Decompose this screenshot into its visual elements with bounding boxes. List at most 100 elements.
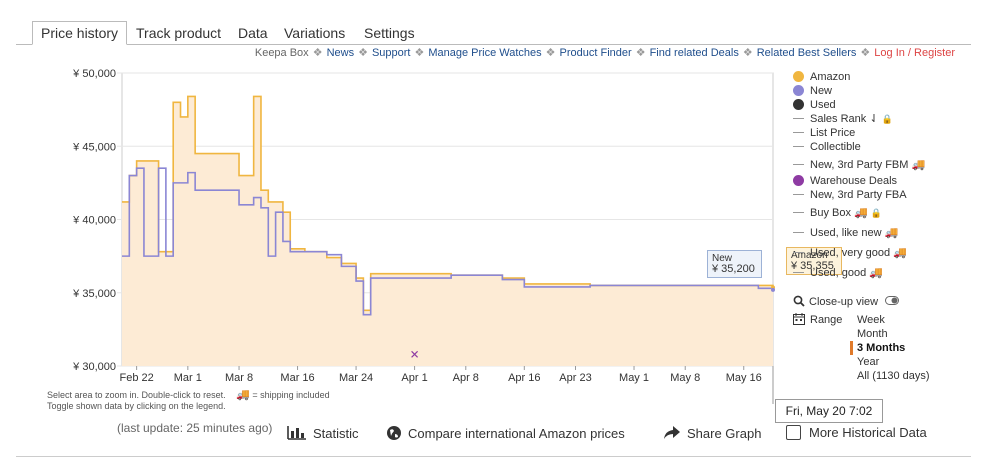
legend-sales-rank[interactable]: Sales Rank ⇃ 🔒 (793, 112, 893, 126)
truck-icon: 🚚 (854, 207, 868, 219)
chart-fills (122, 96, 773, 366)
legend-used-good-label: Used, good (810, 267, 867, 279)
toggle-switch-icon[interactable] (885, 296, 900, 305)
bottom-divider (16, 456, 971, 457)
legend-new-fba-label: New, 3rd Party FBA (810, 189, 907, 201)
x-tick-label: Mar 16 (280, 372, 314, 384)
truck-icon: 🚚 (884, 227, 899, 239)
legend-warehouse-label: Warehouse Deals (810, 175, 898, 187)
separator-icon: ❖ (635, 47, 646, 59)
y-tick-label: ¥ 50,000 (72, 68, 116, 80)
legend-used[interactable]: Used (793, 98, 836, 112)
zoom-note: Select area to zoom in. Double-click to … (47, 388, 330, 401)
range-month[interactable]: Month (857, 328, 888, 340)
link-find-related-deals[interactable]: Find related Deals (649, 47, 739, 59)
date-tooltip: Fri, May 20 7:02 (775, 399, 883, 423)
shipping-note-text: = shipping included (252, 390, 330, 400)
legend-warehouse-deals[interactable]: Warehouse Deals (793, 174, 897, 188)
globe-icon (387, 426, 401, 440)
range-3-months[interactable]: 3 Months (850, 341, 905, 355)
y-tick-label: ¥ 45,000 (72, 141, 116, 153)
dash-icon (793, 164, 804, 165)
y-tick-label: ¥ 40,000 (72, 215, 116, 227)
legend-used-label: Used (810, 99, 836, 111)
dash-icon (793, 272, 804, 273)
legend-new-fba[interactable]: New, 3rd Party FBA (793, 188, 907, 202)
chart-axes: ¥ 30,000 ¥ 35,000 ¥ 40,000 ¥ 45,000 ¥ 50,000… (72, 68, 762, 384)
new-price-bubble: New ¥ 35,200 (707, 250, 762, 278)
separator-icon: ❖ (742, 47, 753, 59)
tab-price-history[interactable]: Price history (32, 21, 128, 45)
statistic-label: Statistic (313, 426, 359, 441)
toggle-note: Toggle shown data by clicking on the leg… (47, 401, 226, 411)
link-keepa-box[interactable]: Keepa Box (254, 47, 309, 59)
dash-icon (793, 252, 804, 253)
lock-icon: 🔒 (870, 208, 883, 218)
legend-used-like-new[interactable]: Used, like new 🚚 (793, 226, 898, 240)
compare-label: Compare international Amazon prices (408, 426, 625, 441)
bottom-bar: (last update: 25 minutes ago) Statistic … (0, 420, 987, 446)
tab-variations[interactable]: Variations (284, 25, 346, 41)
separator-icon: ❖ (545, 47, 556, 59)
range-label-row: Range (793, 313, 842, 326)
legend-list-price[interactable]: List Price (793, 126, 855, 140)
warehouse-marker (411, 350, 419, 358)
new-line (122, 167, 774, 316)
link-manage-price-watches[interactable]: Manage Price Watches (428, 47, 542, 59)
link-support[interactable]: Support (371, 47, 411, 59)
amazon-dot-icon (793, 71, 804, 82)
link-product-finder[interactable]: Product Finder (559, 47, 632, 59)
y-tick-label: ¥ 30,000 (72, 361, 116, 373)
link-related-best-sellers[interactable]: Related Best Sellers (756, 47, 857, 59)
more-data-checkbox[interactable] (786, 425, 801, 440)
statistic-button[interactable]: Statistic (287, 425, 359, 441)
used-dot-icon (793, 99, 804, 110)
separator-icon: ❖ (860, 47, 871, 59)
x-tick-label: Apr 23 (559, 372, 591, 384)
last-update-text: (last update: 25 minutes ago) (117, 421, 273, 435)
x-tick-label: May 1 (619, 372, 649, 384)
more-historical-data[interactable]: More Historical Data (786, 425, 927, 440)
legend-new[interactable]: New (793, 84, 832, 98)
x-tick-label: Feb 22 (120, 372, 154, 384)
tab-track-product[interactable]: Track product (136, 25, 222, 41)
closeup-view-toggle[interactable]: Close-up view (793, 295, 900, 308)
legend-used-very-good-label: Used, very good (810, 247, 891, 259)
x-tick-label: Mar 8 (225, 372, 253, 384)
x-tick-label: May 16 (726, 372, 762, 384)
x-tick-label: Mar 1 (174, 372, 202, 384)
legend-amazon[interactable]: Amazon (793, 70, 850, 84)
legend-collectible[interactable]: Collectible (793, 140, 861, 154)
range-label: Range (810, 314, 843, 326)
dash-icon (793, 232, 804, 233)
range-year[interactable]: Year (857, 356, 880, 368)
legend-buy-box-label: Buy Box (810, 207, 851, 219)
legend-amazon-label: Amazon (810, 71, 851, 83)
separator-icon: ❖ (414, 47, 425, 59)
legend-collectible-label: Collectible (810, 141, 861, 153)
link-login-register[interactable]: Log In / Register (874, 47, 955, 59)
range-week[interactable]: Week (857, 314, 885, 326)
new-bubble-label: New (712, 253, 733, 264)
tab-settings[interactable]: Settings (364, 25, 415, 41)
sort-icon[interactable]: ⇃ (869, 113, 879, 125)
truck-icon: 🚚 (236, 389, 250, 401)
dash-icon (793, 212, 804, 213)
legend-new-fbm[interactable]: New, 3rd Party FBM 🚚 (793, 158, 925, 172)
share-graph-button[interactable]: Share Graph (663, 425, 761, 441)
dash-icon (793, 118, 804, 119)
legend-buy-box[interactable]: Buy Box 🚚 🔒 (793, 206, 882, 220)
legend-used-good[interactable]: Used, good 🚚 (793, 266, 883, 280)
legend-used-very-good[interactable]: Used, very good 🚚 (793, 246, 907, 260)
share-arrow-icon (664, 426, 680, 439)
warehouse-dot-icon (793, 175, 804, 186)
new-bubble-value: ¥ 35,200 (712, 263, 755, 275)
closeup-label: Close-up view (809, 296, 879, 308)
legend-used-like-new-label: Used, like new (810, 227, 882, 239)
tab-data[interactable]: Data (238, 25, 268, 41)
amazon-price-bubble: Amazon ¥ 35,355 (786, 247, 842, 275)
compare-prices-button[interactable]: Compare international Amazon prices (386, 425, 625, 441)
link-news[interactable]: News (326, 47, 355, 59)
range-all[interactable]: All (1130 days) (857, 370, 930, 382)
